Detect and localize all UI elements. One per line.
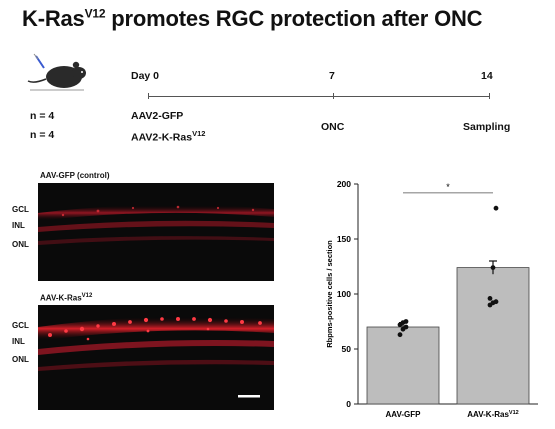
- retina-image-control: [38, 183, 274, 281]
- timeline-tick: [489, 93, 490, 99]
- event-onc: ONC: [321, 121, 345, 133]
- timeline-label-day7: 7: [329, 70, 335, 82]
- figure-title: K-RasV12 promotes RGC protection after O…: [22, 6, 483, 31]
- y-tick-label: 150: [337, 234, 351, 244]
- mouse-injection-icon: [27, 53, 86, 91]
- x-tick-label: AAV-GFP: [386, 410, 422, 419]
- y-tick-label: 100: [337, 289, 351, 299]
- retina-image-kras: [38, 305, 274, 410]
- group-n-kras: n = 4: [30, 129, 55, 141]
- bar-chart: 0 50 100 150 200 Rbpms-positive cells / secti…: [325, 179, 538, 419]
- panel-title-kras: AAV-K-RasV12: [40, 293, 93, 303]
- data-point: [397, 332, 403, 338]
- timeline-tick: [333, 93, 334, 99]
- layer-label-onl: ONL: [12, 240, 29, 249]
- data-point: [493, 205, 499, 211]
- bar-1: [456, 267, 530, 405]
- data-point: [493, 299, 499, 305]
- layer-label-gcl: GCL: [12, 205, 29, 214]
- x-tick-label: AAV-K-RasV12: [467, 410, 518, 419]
- panel-title-control: AAV-GFP (control): [40, 171, 110, 180]
- data-point: [403, 319, 409, 324]
- layer-label-gcl: GCL: [12, 321, 29, 330]
- group-treatment-kras: AAV2-K-RasV12: [131, 129, 206, 144]
- y-tick-label: 200: [337, 179, 351, 189]
- layer-label-inl: INL: [12, 221, 25, 230]
- timeline-label-day0: Day 0: [131, 70, 160, 82]
- timeline-tick: [148, 93, 149, 99]
- scale-bar: [238, 395, 260, 398]
- timeline-label-day14: 14: [481, 70, 493, 82]
- data-point: [487, 296, 493, 301]
- layer-label-onl: ONL: [12, 355, 29, 364]
- bar-0: [366, 326, 440, 405]
- data-point: [403, 324, 409, 330]
- event-sampling: Sampling: [463, 121, 511, 133]
- layer-label-inl: INL: [12, 337, 25, 346]
- significance-marker: *: [446, 182, 450, 192]
- y-tick-label: 0: [346, 399, 351, 409]
- y-tick-label: 50: [342, 344, 352, 354]
- group-n-gfp: n = 4: [30, 110, 55, 122]
- y-axis-label: Rbpms-positive cells / section: [325, 240, 334, 348]
- timeline-axis: [148, 96, 490, 97]
- group-treatment-gfp: AAV2-GFP: [131, 110, 184, 122]
- data-point: [490, 265, 496, 270]
